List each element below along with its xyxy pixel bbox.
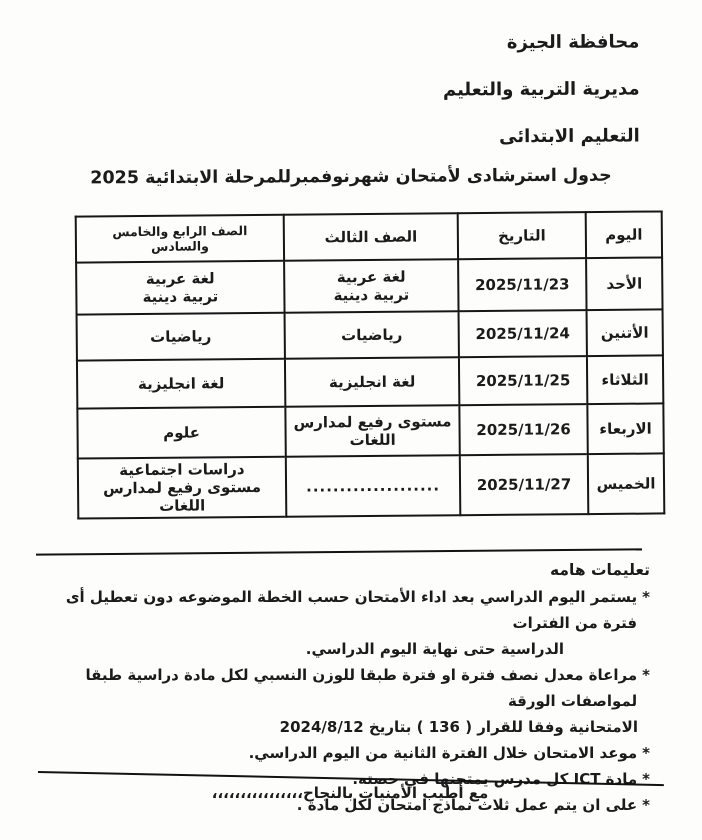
day-cell: الأحد xyxy=(586,257,663,311)
grade3-cell: مستوى رفيع لمدارس اللغات xyxy=(285,405,460,457)
list-item: * مادة ICT كل مدرس يمتحنها في حصته. xyxy=(32,766,650,792)
note-text: موعد الامتحان خلال الفترة الثانية من الي… xyxy=(248,744,638,762)
list-item: * موعد الامتحان خلال الفترة الثانية من ا… xyxy=(32,740,650,766)
note-text-continuation: الدراسية حتى نهاية اليوم الدراسي. xyxy=(305,640,564,658)
grades456-cell: لغة عربية تربية دينية xyxy=(76,260,285,315)
col-header-day: اليوم xyxy=(585,211,663,259)
exam-schedule-table: اليوم التاريخ الصف الثالث الصف الرابع وا… xyxy=(75,210,666,519)
grades456-cell: رياضيات xyxy=(76,312,285,361)
day-cell: الأتنين xyxy=(586,309,663,357)
table-row: الأتنين 2025/11/24 رياضيات رياضيات xyxy=(76,309,663,361)
bullet-icon: * xyxy=(642,588,650,606)
day-cell: الثلاثاء xyxy=(586,355,664,405)
day-cell: الاربعاء xyxy=(587,403,664,455)
directorate-name: مديرية التربية والتعليم xyxy=(443,78,640,101)
date-cell: 2025/11/26 xyxy=(459,404,588,456)
separator-line xyxy=(36,548,642,556)
grades456-cell: لغة انجليزية xyxy=(76,358,286,409)
date-cell: 2025/11/27 xyxy=(459,454,589,516)
bullet-icon: * xyxy=(642,666,650,684)
grades456-cell: علوم xyxy=(77,406,286,459)
instructions-heading: تعليمات هامه xyxy=(550,561,650,579)
note-text-continuation: الامتحانية وفقا للقرار ( 136 ) بتاريخ 20… xyxy=(279,718,638,736)
note-text: مراعاة معدل نصف فترة او فترة طبقا للوزن … xyxy=(85,666,638,710)
col-header-grade3: الصف الثالث xyxy=(283,213,459,261)
grade3-cell: رياضيات xyxy=(284,311,459,359)
instructions-section: تعليمات هامه * يستمر اليوم الدراسي بعد ا… xyxy=(32,557,650,818)
grade3-cell: .................... xyxy=(285,455,461,517)
grade3-cell: لغة انجليزية xyxy=(284,357,460,407)
note-text: يستمر اليوم الدراسي بعد اداء الأمتحان حس… xyxy=(65,588,638,632)
bullet-icon: * xyxy=(642,744,650,762)
col-header-grades456: الصف الرابع والخامس والسادس xyxy=(75,214,285,263)
date-cell: 2025/11/25 xyxy=(458,356,588,406)
list-item: * مراعاة معدل نصف فترة او فترة طبقا للوز… xyxy=(32,662,650,740)
bullet-icon: * xyxy=(642,770,650,788)
day-cell: الخميس xyxy=(587,453,665,515)
org-header: محافظة الجيزة مديرية التربية والتعليم ال… xyxy=(443,31,640,173)
table-header-row: اليوم التاريخ الصف الثالث الصف الرابع وا… xyxy=(75,211,663,263)
page-title: جدول استرشادى لأمتحان شهرنوفمبرللمرحلة ا… xyxy=(90,165,612,189)
grade3-cell: لغة عربية تربية دينية xyxy=(284,259,459,313)
table-row: الأحد 2025/11/23 لغة عربية تربية دينية ل… xyxy=(76,257,663,315)
col-header-date: التاريخ xyxy=(457,212,587,260)
list-item: * يستمر اليوم الدراسي بعد اداء الأمتحان … xyxy=(32,584,650,662)
date-cell: 2025/11/23 xyxy=(458,258,587,312)
education-stage: التعليم الابتدائى xyxy=(499,125,641,148)
note-text: على ان يتم عمل ثلاث نماذج امتحان لكل ماد… xyxy=(296,796,638,814)
table-row: الثلاثاء 2025/11/25 لغة انجليزية لغة انج… xyxy=(76,355,664,409)
date-cell: 2025/11/24 xyxy=(458,310,587,358)
grades456-cell: دراسات اجتماعية مستوى رفيع لمدارس اللغات xyxy=(77,456,287,519)
table-row: الخميس 2025/11/27 .................... د… xyxy=(77,453,665,519)
governorate-name: محافظة الجيزة xyxy=(507,31,640,54)
closing-wishes: مع أطيب الأمنيات بالنجاح،،،،،،،،،،،،،،،، xyxy=(211,784,489,802)
list-item: * على ان يتم عمل ثلاث نماذج امتحان لكل م… xyxy=(32,792,650,818)
bullet-icon: * xyxy=(642,796,650,814)
note-text: مادة ICT كل مدرس يمتحنها في حصته. xyxy=(352,770,638,788)
table-row: الاربعاء 2025/11/26 مستوى رفيع لمدارس ال… xyxy=(77,403,664,459)
